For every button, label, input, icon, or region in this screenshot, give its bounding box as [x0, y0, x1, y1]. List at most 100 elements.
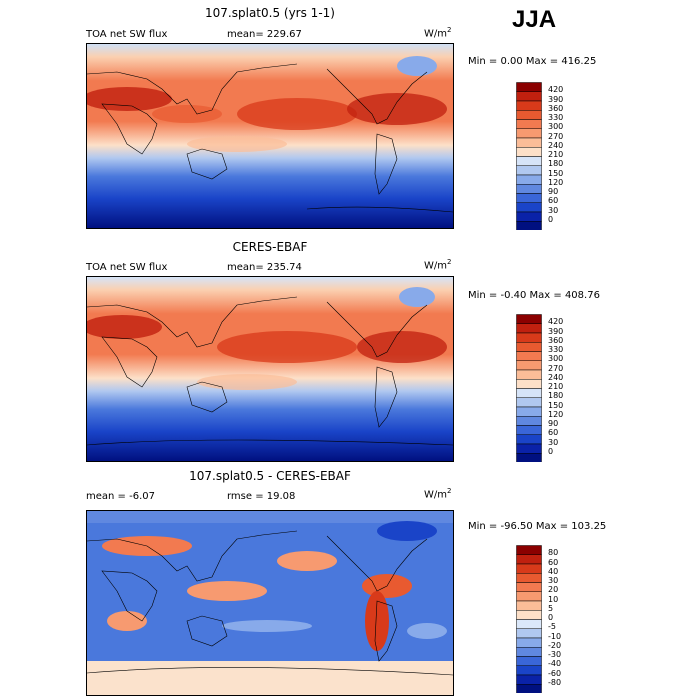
colorbar-box: [516, 156, 542, 166]
colorbar-tick-label: 270: [548, 363, 564, 373]
colorbar-box: [516, 388, 542, 398]
colorbar-box: [516, 128, 542, 139]
colorbar-tick-label: 60: [548, 428, 559, 438]
colorbar-tick-label: 0: [548, 214, 554, 224]
colorbar-tick-label: 40: [548, 566, 559, 576]
colorbar-box: [516, 100, 542, 111]
colorbar-tick-label: 30: [548, 205, 559, 215]
colorbar-tick-label: 90: [548, 187, 559, 196]
panel-3-map-svg: [87, 511, 453, 695]
panel-1-map: [86, 43, 454, 229]
colorbar-box: [516, 443, 542, 454]
panel-2-minmax: Min = -0.40 Max = 408.76: [468, 290, 600, 301]
panel-3-left-label: mean = -6.07: [86, 491, 155, 502]
colorbar-tick-label: 30: [548, 437, 559, 447]
colorbar-tick-label: 120: [548, 177, 564, 187]
colorbar-box: [516, 406, 542, 417]
colorbar-tick-label: 270: [548, 131, 564, 141]
colorbar-box: [516, 174, 542, 185]
colorbar-box: [516, 554, 542, 565]
colorbar-box: [516, 369, 542, 380]
colorbar-tick-label: 210: [548, 150, 564, 159]
panel-1-minmax: Min = 0.00 Max = 416.25: [468, 56, 597, 67]
colorbar-tick-label: 60: [548, 196, 559, 206]
colorbar-tick-label: 180: [548, 391, 564, 401]
panel-3-rmse-label: rmse = 19.08: [227, 491, 296, 502]
colorbar-box: [516, 610, 542, 620]
panel-3-colorbar-boxes: [516, 545, 542, 693]
panel-3-map: [86, 510, 454, 696]
colorbar-box: [516, 563, 542, 574]
colorbar-box: [516, 397, 542, 408]
panel-1-units: W/m2: [424, 26, 452, 40]
panel-2-title: CERES-EBAF: [232, 240, 308, 254]
colorbar-box: [516, 202, 542, 213]
panel-1-left-label: TOA net SW flux: [86, 29, 168, 40]
panel-2-map: [86, 276, 454, 462]
colorbar-tick-label: 10: [548, 594, 559, 604]
colorbar-tick-label: 60: [548, 557, 559, 567]
panel-3-colorbar: [516, 545, 542, 693]
colorbar-box: [516, 119, 542, 129]
panel-1-mean-label: mean= 229.67: [227, 29, 302, 40]
panel-2-colorbar: [516, 314, 542, 462]
colorbar-tick-label: 390: [548, 326, 564, 336]
colorbar-box: [516, 184, 542, 194]
colorbar-box: [516, 453, 542, 462]
panel-1-map-svg: [87, 44, 453, 228]
colorbar-tick-label: 30: [548, 576, 559, 585]
colorbar-tick-label: 360: [548, 103, 564, 113]
colorbar-tick-label: 240: [548, 372, 564, 382]
colorbar-box: [516, 351, 542, 361]
colorbar-box: [516, 637, 542, 648]
colorbar-tick-label: 80: [548, 548, 559, 558]
colorbar-box: [516, 314, 542, 324]
panel-2-colorbar-boxes: [516, 314, 542, 462]
colorbar-tick-label: 360: [548, 335, 564, 345]
colorbar-box: [516, 674, 542, 685]
colorbar-tick-label: 240: [548, 140, 564, 150]
panel-2-left-label: TOA net SW flux: [86, 262, 168, 273]
colorbar-tick-label: -40: [548, 659, 562, 669]
colorbar-box: [516, 137, 542, 148]
colorbar-tick-label: -30: [548, 650, 562, 659]
colorbar-tick-label: 20: [548, 585, 559, 595]
colorbar-tick-label: 390: [548, 94, 564, 104]
colorbar-box: [516, 211, 542, 222]
colorbar-box: [516, 582, 542, 592]
colorbar-box: [516, 193, 542, 203]
colorbar-tick-label: 330: [548, 345, 564, 354]
season-label: JJA: [512, 6, 557, 33]
colorbar-box: [516, 221, 542, 230]
colorbar-tick-label: 180: [548, 159, 564, 169]
colorbar-box: [516, 323, 542, 334]
colorbar-box: [516, 110, 542, 120]
colorbar-box: [516, 147, 542, 157]
panel-2-units: W/m2: [424, 258, 452, 272]
colorbar-tick-label: -20: [548, 640, 562, 650]
colorbar-box: [516, 82, 542, 92]
colorbar-box: [516, 332, 542, 343]
colorbar-box: [516, 619, 542, 629]
colorbar-box: [516, 591, 542, 602]
colorbar-tick-label: 300: [548, 354, 564, 364]
colorbar-tick-label: 420: [548, 85, 564, 95]
colorbar-tick-label: 5: [548, 603, 554, 613]
panel-3-minmax: Min = -96.50 Max = 103.25: [468, 521, 607, 532]
colorbar-tick-label: 330: [548, 113, 564, 122]
colorbar-box: [516, 360, 542, 371]
colorbar-tick-label: 300: [548, 122, 564, 132]
colorbar-tick-label: 0: [548, 613, 554, 622]
panel-2-map-svg: [87, 277, 453, 461]
panel-3-title: 107.splat0.5 - CERES-EBAF: [189, 469, 351, 483]
colorbar-box: [516, 425, 542, 435]
colorbar-tick-label: 90: [548, 419, 559, 428]
colorbar-tick-label: -5: [548, 622, 556, 632]
colorbar-box: [516, 545, 542, 555]
colorbar-box: [516, 434, 542, 445]
colorbar-tick-label: 0: [548, 446, 554, 456]
colorbar-box: [516, 379, 542, 389]
colorbar-tick-label: -80: [548, 677, 562, 687]
panel-1-title: 107.splat0.5 (yrs 1-1): [205, 6, 335, 20]
colorbar-tick-label: 150: [548, 168, 564, 178]
